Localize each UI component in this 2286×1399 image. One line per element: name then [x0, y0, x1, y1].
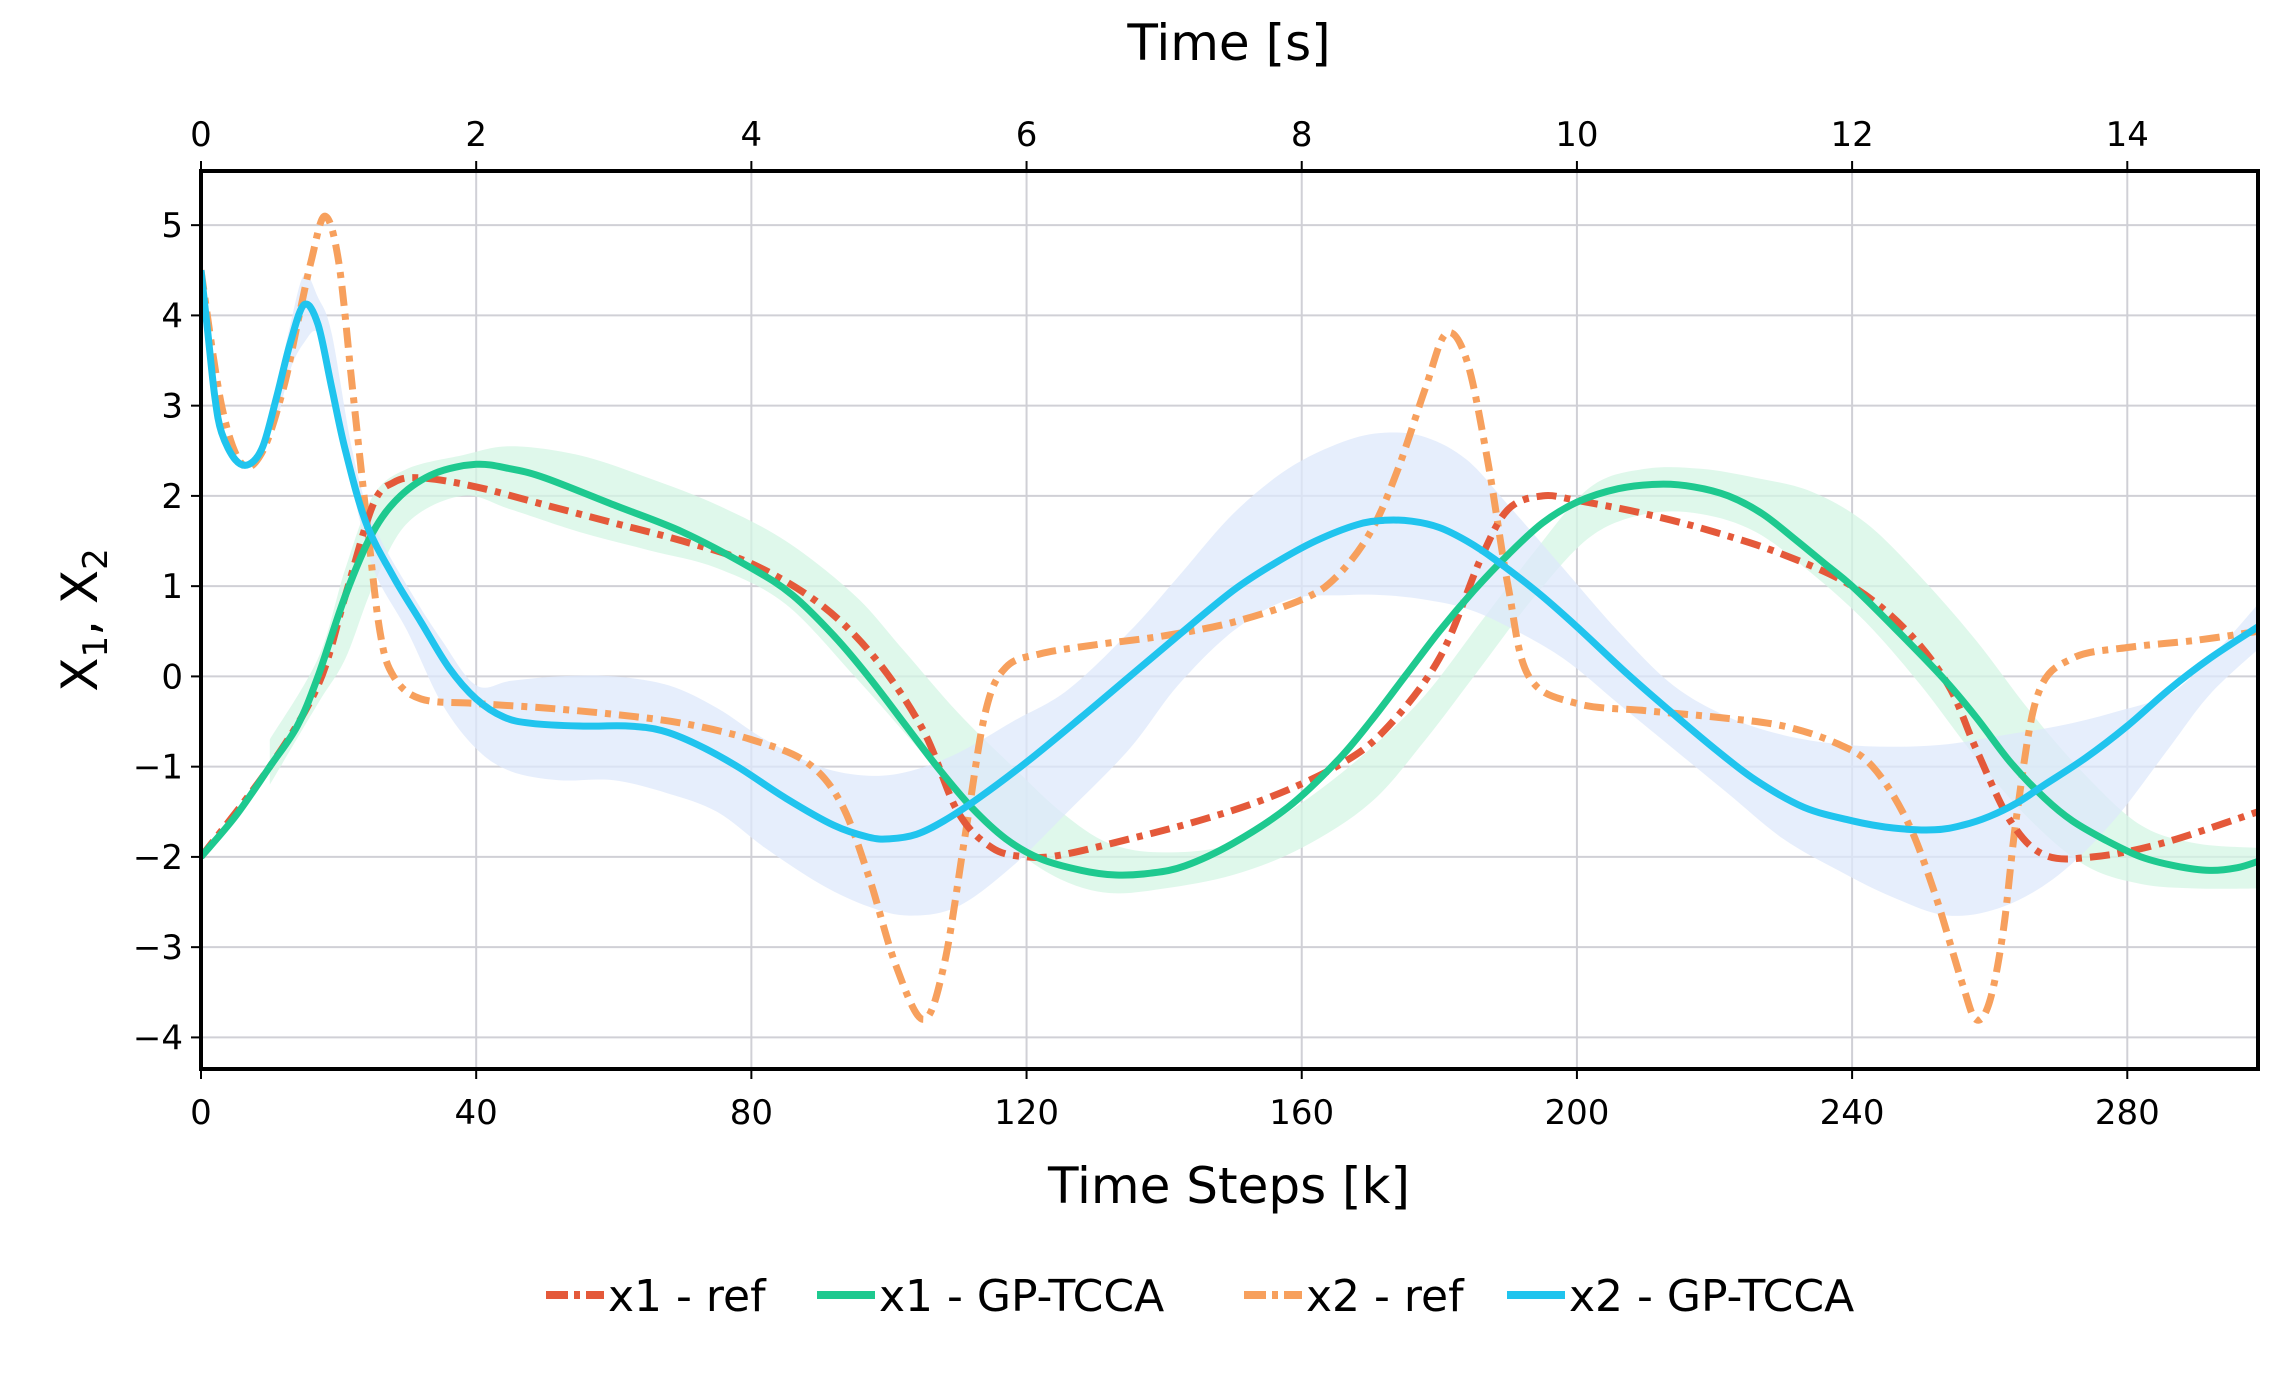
y-tick-label: 3	[161, 387, 183, 427]
svg-text:X1, X2: X1, X2	[51, 548, 116, 692]
y-tick-label: 1	[161, 567, 183, 607]
x-tick-label: 200	[1544, 1093, 1609, 1133]
y-tick-label: −4	[133, 1018, 183, 1058]
x-tick-label: 0	[190, 1093, 212, 1133]
x-tick-label: 40	[455, 1093, 498, 1133]
x-tick-label: 240	[1820, 1093, 1885, 1133]
x2-tick-label: 2	[465, 115, 487, 155]
legend: x1 - ref x1 - GP-TCCA x2 - ref x2 - GP-TCCA	[546, 1271, 1854, 1322]
confidence-band	[269, 446, 2258, 894]
x-tick-label: 80	[730, 1093, 773, 1133]
y-axis: 5 4 3 2 1 0 −1 −2 −3 −4	[133, 206, 201, 1058]
x2-tick-label: 10	[1555, 115, 1598, 155]
y-tick-label: 5	[161, 206, 183, 246]
legend-label: x2 - GP-TCCA	[1569, 1271, 1854, 1322]
legend-label: x1 - ref	[608, 1271, 767, 1322]
plot-frame	[199, 169, 2260, 1071]
series-lines	[201, 212, 2258, 1024]
x-tick-label: 280	[2095, 1093, 2160, 1133]
series-line	[201, 460, 2258, 879]
y-tick-label: −1	[133, 748, 183, 788]
legend-entry: x1 - GP-TCCA	[817, 1271, 1164, 1322]
x-axis-title: Time Steps [k]	[1047, 1157, 1410, 1215]
series-line	[201, 212, 2258, 1024]
series-line	[201, 474, 2258, 863]
legend-entry: x1 - ref	[546, 1271, 767, 1322]
y-title-sub1: 1	[76, 636, 116, 658]
y-title-base2: X	[51, 570, 109, 604]
x2-tick-label: 14	[2106, 115, 2149, 155]
x-axis-top: 0 2 4 6 8 10 12 14	[190, 115, 2149, 171]
x2-tick-label: 6	[1016, 115, 1038, 155]
confidence-bands	[269, 274, 2258, 916]
y-tick-label: 4	[161, 296, 183, 336]
legend-entry: x2 - ref	[1244, 1271, 1465, 1322]
y-tick-label: 2	[161, 477, 183, 517]
x2-tick-label: 4	[741, 115, 763, 155]
legend-label: x2 - ref	[1306, 1271, 1465, 1322]
y-axis-title: X1, X2	[51, 548, 116, 692]
legend-entry: x2 - GP-TCCA	[1507, 1271, 1854, 1322]
x-axis-bottom: 0 40 80 120 160 200 240 280	[190, 1069, 2160, 1133]
x2-tick-label: 8	[1291, 115, 1313, 155]
y-title-sub2: 2	[76, 548, 116, 570]
y-tick-label: 0	[161, 657, 183, 697]
y-tick-label: −2	[133, 838, 183, 878]
x2-tick-label: 0	[190, 115, 212, 155]
x-tick-label: 160	[1269, 1093, 1334, 1133]
x2-tick-label: 12	[1830, 115, 1873, 155]
confidence-band	[276, 274, 2258, 916]
y-tick-label: −3	[133, 928, 183, 968]
legend-label: x1 - GP-TCCA	[879, 1271, 1164, 1322]
x2-axis-title: Time [s]	[1126, 14, 1330, 72]
y-title-base1: X	[51, 658, 109, 692]
x-tick-label: 120	[994, 1093, 1059, 1133]
series-line	[201, 269, 2258, 843]
y-title-sep: ,	[51, 604, 109, 636]
